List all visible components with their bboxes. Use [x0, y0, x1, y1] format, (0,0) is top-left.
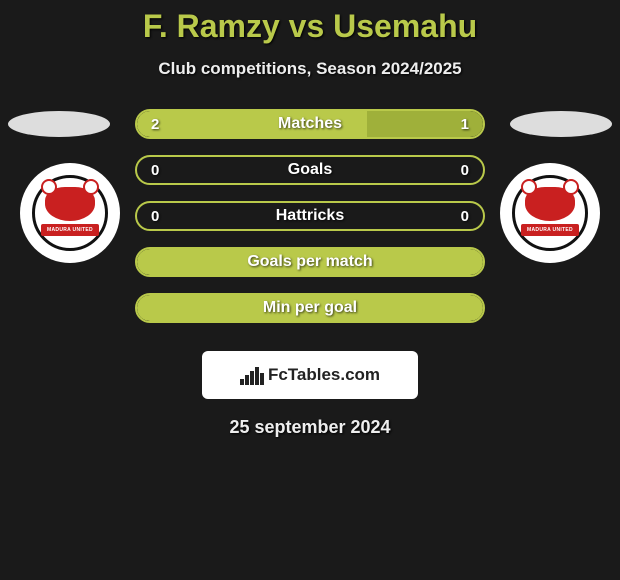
stat-row: Goals per match — [135, 247, 485, 277]
club-banner-text: MADURA UNITED — [521, 224, 579, 236]
player-right-shadow-ellipse — [510, 111, 612, 137]
stat-label: Matches — [137, 115, 483, 133]
stat-row: Min per goal — [135, 293, 485, 323]
footer-date: 25 september 2024 — [0, 417, 620, 438]
stat-row: 00Hattricks — [135, 201, 485, 231]
bull-icon — [45, 187, 95, 221]
comparison-arena: MADURA UNITED MADURA UNITED 21Matches 00G… — [0, 109, 620, 339]
brand-text: FcTables.com — [268, 365, 380, 385]
stat-label: Min per goal — [137, 299, 483, 317]
page-title: F. Ramzy vs Usemahu — [0, 0, 620, 45]
player-left-club-badge: MADURA UNITED — [20, 163, 120, 263]
page-subtitle: Club competitions, Season 2024/2025 — [0, 59, 620, 79]
stat-row: 21Matches — [135, 109, 485, 139]
stat-label: Hattricks — [137, 207, 483, 225]
player-left-shadow-ellipse — [8, 111, 110, 137]
bar-chart-icon — [240, 365, 264, 385]
stat-row: 00Goals — [135, 155, 485, 185]
club-banner-text: MADURA UNITED — [41, 224, 99, 236]
player-right-club-badge: MADURA UNITED — [500, 163, 600, 263]
stat-label: Goals per match — [137, 253, 483, 271]
brand-footer-box: FcTables.com — [202, 351, 418, 399]
bull-icon — [525, 187, 575, 221]
stats-list: 21Matches 00Goals 00Hattricks Goals per mat… — [135, 109, 485, 339]
club-crest-icon: MADURA UNITED — [512, 175, 588, 251]
stat-label: Goals — [137, 161, 483, 179]
club-crest-icon: MADURA UNITED — [32, 175, 108, 251]
